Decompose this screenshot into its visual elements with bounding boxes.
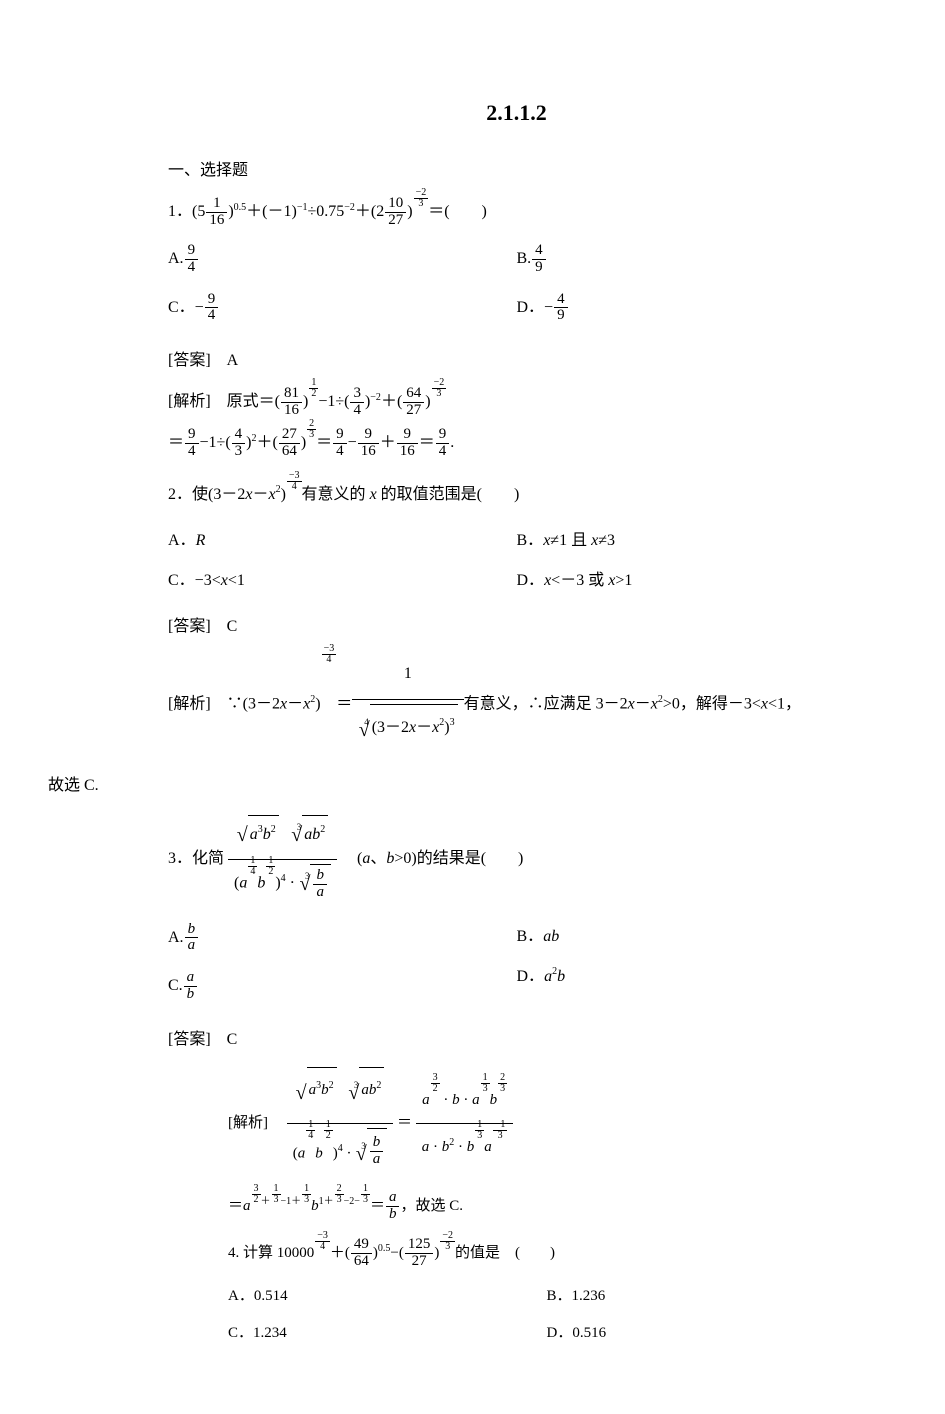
q3-optA: A.ba: [168, 914, 517, 963]
q2-optC: C．−3<x<1: [168, 558, 517, 598]
q1-analysis-2: ＝94−1÷(43)2＋(2764)23＝94−916＋916＝94.: [168, 425, 865, 460]
q1-optC: C．−94: [168, 284, 517, 333]
q2-optB: B．x≠1 且 x≠3: [517, 518, 866, 558]
q1-paren: ＝( ): [428, 203, 487, 220]
q1-options: A.94 C．−94 B.49 D．−49: [168, 235, 865, 332]
q1-stem: 1．(5116)0.5＋(－1)−1÷0.75−2＋(21027)−23＝( ): [168, 194, 865, 229]
q4-options: A．0.514 C．1.234 B．1.236 D．0.516: [228, 1276, 865, 1350]
section-header: 一、选择题: [168, 156, 865, 180]
q1-optB: B.49: [517, 235, 866, 284]
q2-stem: 2．使(3－2x－x2)−34有意义的 x 的取值范围是( ): [168, 477, 865, 512]
q3-optD: D．a2b: [517, 954, 866, 994]
q1-pl2: ＋(2: [355, 203, 384, 220]
q2-optD: D．x<－3 或 x>1: [517, 558, 866, 598]
q3-optC: C.ab: [168, 962, 517, 1011]
q2-answer: [答案] C: [168, 612, 865, 636]
q3-optB: B．ab: [517, 914, 866, 954]
q1-mix1: 116: [206, 196, 227, 229]
q1-pl1: ＋(－1): [246, 203, 297, 220]
q4-stem: 4. 计算 10000−34＋(4964)0.5−(12527)−23的值是 (…: [228, 1237, 865, 1270]
q1-c2: ): [407, 203, 412, 220]
q1-p: (5: [192, 203, 205, 220]
q3-expr: √a3b2 3√ab2 (a14b12)4 · 3√ba: [228, 811, 337, 908]
q1-sf: −23: [414, 188, 429, 209]
q4-optD: D．0.516: [547, 1313, 866, 1350]
q4-optB: B．1.236: [547, 1276, 866, 1313]
q3-options: A.ba C.ab B．ab D．a2b: [168, 914, 865, 1011]
q1-optD: D．−49: [517, 284, 866, 333]
q2-options: A．R C．−3<x<1 B．x≠1 且 x≠3 D．x<－3 或 x>1: [168, 518, 865, 598]
page: 2.1.1.2 一、选择题 1．(5116)0.5＋(－1)−1÷0.75−2＋…: [0, 0, 945, 1414]
q1-answer: [答案] A: [168, 346, 865, 370]
q2-optA: A．R: [168, 518, 517, 558]
q1-e1: 0.5: [234, 202, 247, 213]
q1-e2: −1: [297, 202, 308, 213]
q3-answer: [答案] C: [168, 1025, 865, 1049]
q1-number: 1．: [168, 203, 192, 220]
q1-mix2: 1027: [385, 196, 406, 229]
q4-optC: C．1.234: [228, 1313, 547, 1350]
q2-analysis: [解析] ∵(3－2x－x2)−34＝14√(3－2x－x2)3有意义，∴应满足…: [168, 650, 865, 760]
q3-analysis-1: [解析] √a3b2 3√ab2 (a14b12)4 · 3√ba ＝ a32 …: [228, 1063, 865, 1184]
q2-bigfrac: 14√(3－2x－x2)3: [352, 650, 463, 760]
q1-e3: −2: [344, 202, 355, 213]
q4-optA: A．0.514: [228, 1276, 547, 1313]
q3-analysis-2: ＝a32＋13−1＋13b1＋23−2−13＝ab，故选 C.: [228, 1190, 865, 1223]
q1-optA: A.94: [168, 235, 517, 284]
doc-title: 2.1.1.2: [168, 100, 865, 126]
q2-conclude: 故选 C.: [48, 768, 865, 803]
q3-stem: 3．化简 √a3b2 3√ab2 (a14b12)4 · 3√ba (a、b>0…: [168, 811, 865, 908]
q1-div: ÷0.75: [307, 203, 344, 220]
q1-analysis-1: [解析] 原式＝(8116)12−1÷(34)−2＋(6427)−23: [168, 384, 865, 419]
q1-c1: ): [228, 203, 233, 220]
